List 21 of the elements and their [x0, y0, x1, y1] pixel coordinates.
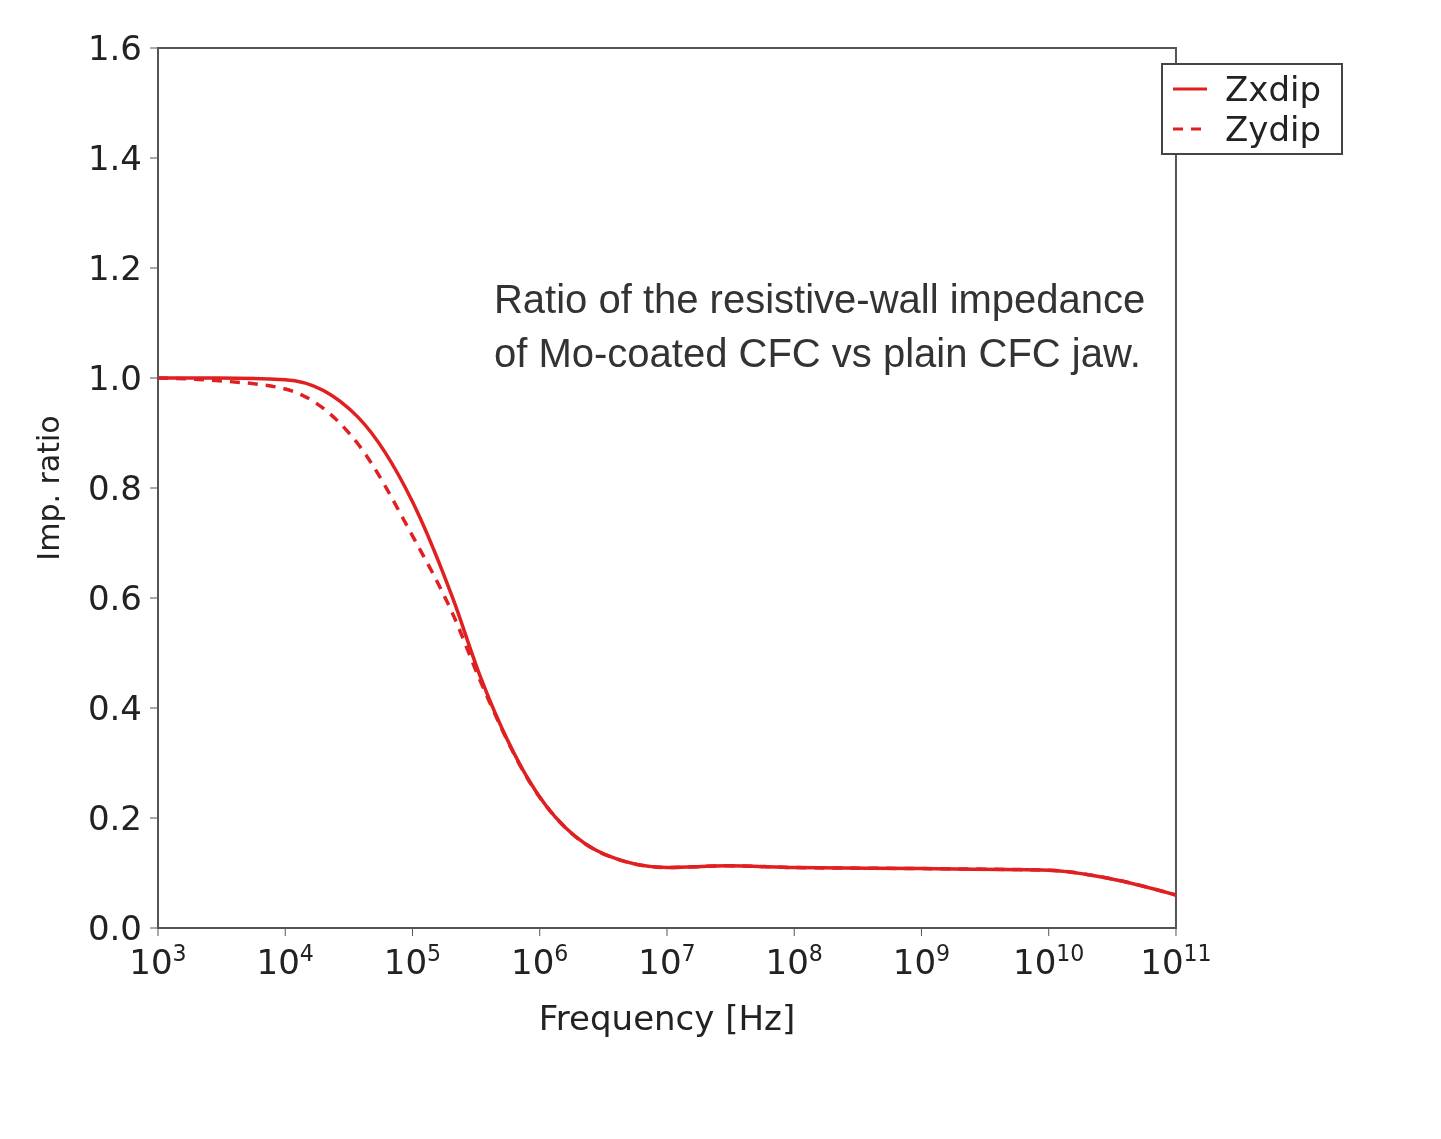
- legend-label: Zydip: [1224, 109, 1321, 149]
- x-tick-label: 10$^{6}$: [511, 940, 569, 982]
- y-tick-label: 1.2: [87, 248, 142, 288]
- y-tick-label: 0.2: [87, 798, 142, 838]
- y-axis-title: Imp. ratio: [30, 415, 66, 561]
- x-tick-label: 10$^{9}$: [892, 940, 951, 982]
- x-tick-label: 10$^{11}$: [1140, 940, 1212, 982]
- x-tick-label: 10$^{7}$: [638, 940, 696, 982]
- x-tick-label: 10$^{10}$: [1013, 940, 1085, 982]
- legend-label: Zxdip: [1224, 69, 1321, 109]
- y-tick-label: 1.6: [87, 28, 142, 68]
- x-tick-label: 10$^{5}$: [383, 940, 442, 982]
- x-axis-title: Frequency [Hz]: [538, 998, 796, 1038]
- y-tick-label: 1.0: [87, 358, 142, 398]
- x-tick-label: 10$^{8}$: [765, 940, 823, 982]
- y-tick-label: 0.6: [87, 578, 142, 618]
- annotation: Ratio of the resistive-wall impedance of Mo-coated CFC vs plain CFC jaw.: [493, 277, 1146, 375]
- x-tick-label: 10$^{4}$: [256, 940, 314, 982]
- y-tick-label: 1.4: [87, 138, 142, 178]
- y-tick-label: 0.4: [87, 688, 142, 728]
- y-tick-label: 0.8: [87, 468, 142, 508]
